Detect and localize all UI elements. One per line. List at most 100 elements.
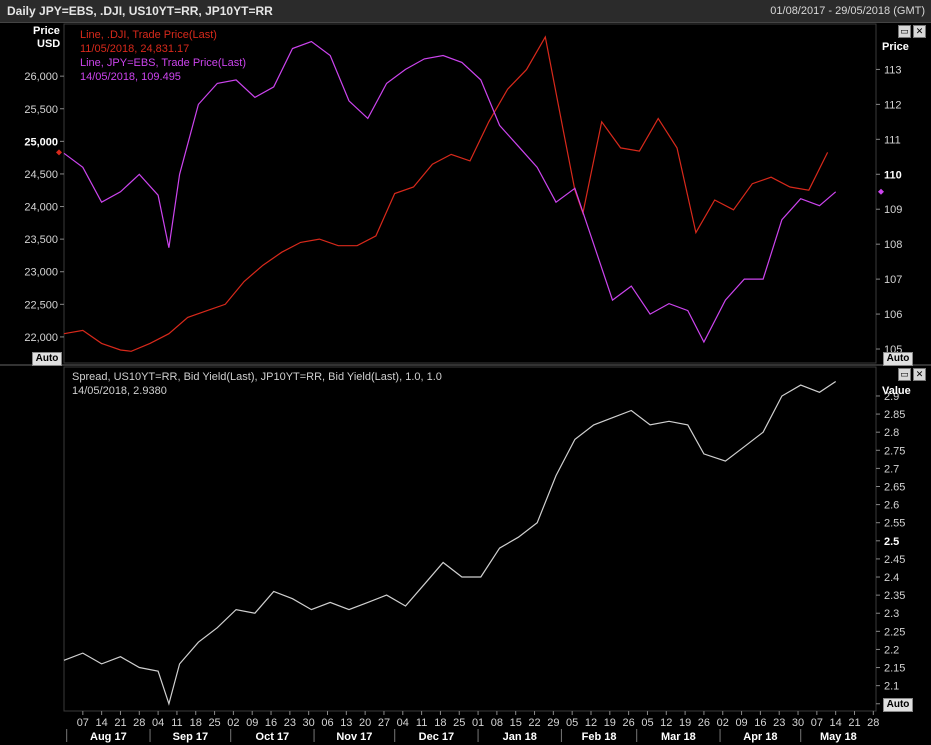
- value-tick-label: 2.5: [884, 536, 899, 548]
- day-tick-label: 07: [811, 717, 823, 729]
- month-label: Jan 18: [503, 731, 537, 743]
- day-tick-label: 01: [472, 717, 484, 729]
- right-tick-label: 113: [884, 64, 902, 76]
- day-tick-label: 02: [227, 717, 239, 729]
- day-tick-label: 19: [604, 717, 616, 729]
- value-tick-label: 2.6: [884, 500, 899, 512]
- legend-dji-label: Line, .DJI, Trade Price(Last): [80, 29, 217, 41]
- right-tick-label: 111: [884, 134, 901, 146]
- day-tick-label: 16: [265, 717, 277, 729]
- left-tick-label: 22,500: [24, 299, 58, 311]
- window-title: Daily JPY=EBS, .DJI, US10YT=RR, JP10YT=R…: [7, 4, 273, 18]
- value-tick-label: 2.45: [884, 554, 905, 566]
- legend-spread-value: 14/05/2018, 2.9380: [72, 385, 167, 397]
- value-tick-label: 2.4: [884, 572, 899, 584]
- value-tick-label: 2.55: [884, 518, 905, 530]
- day-tick-label: 14: [96, 717, 108, 729]
- day-tick-label: 07: [77, 717, 89, 729]
- left-tick-label: 25,500: [24, 104, 58, 116]
- day-tick-label: 06: [321, 717, 333, 729]
- value-tick-label: 2.25: [884, 626, 905, 638]
- value-tick-label: 2.1: [884, 681, 899, 693]
- day-tick-label: 27: [378, 717, 390, 729]
- day-tick-label: 02: [717, 717, 729, 729]
- legend-jpy-value: 14/05/2018, 109.495: [80, 71, 181, 83]
- value-tick-label: 2.3: [884, 608, 899, 620]
- top-close-button[interactable]: ✕: [913, 25, 926, 38]
- left-tick-label: 23,000: [24, 267, 58, 279]
- day-tick-label: 04: [397, 717, 409, 729]
- value-tick-label: 2.15: [884, 663, 905, 675]
- day-tick-label: 19: [679, 717, 691, 729]
- day-tick-label: 08: [491, 717, 503, 729]
- left-tick-label: 23,500: [24, 234, 58, 246]
- auto-scale-value-button[interactable]: Auto: [883, 698, 913, 712]
- day-tick-label: 05: [641, 717, 653, 729]
- day-tick-label: 14: [830, 717, 842, 729]
- x-axis: 07 14 21 28 04 11 18 25 02 09 16 23 30 06 13 20 27 04 11 18…: [66, 711, 879, 743]
- right-axis-title: Price: [882, 41, 909, 53]
- left-tick-label: 22,000: [24, 332, 58, 344]
- day-tick-label: 13: [340, 717, 352, 729]
- chart-frame: [0, 23, 931, 712]
- day-tick-label: 23: [773, 717, 785, 729]
- day-tick-label: 29: [547, 717, 559, 729]
- left-tick-label: 24,000: [24, 202, 58, 214]
- day-tick-label: 30: [792, 717, 804, 729]
- month-label: Sep 17: [173, 731, 208, 743]
- day-tick-label: 05: [566, 717, 578, 729]
- month-label: Dec 17: [419, 731, 454, 743]
- auto-scale-right-button[interactable]: Auto: [883, 352, 913, 366]
- right-tick-label: 109: [884, 204, 902, 216]
- right-tick-label: 108: [884, 239, 902, 251]
- value-tick-label: 2.35: [884, 590, 905, 602]
- top-axes: 22,000 22,500 23,000 23,500 24,000 24,500 25,0…: [24, 64, 902, 356]
- left-tick-label: 24,500: [24, 169, 58, 181]
- value-tick-label: 2.8: [884, 427, 899, 439]
- left-tick-label: 25,000: [24, 136, 58, 148]
- day-tick-label: 16: [754, 717, 766, 729]
- day-tick-label: 18: [190, 717, 202, 729]
- date-range[interactable]: 01/08/2017 - 29/05/2018 (GMT): [770, 5, 925, 17]
- auto-scale-left-button[interactable]: Auto: [32, 352, 62, 366]
- day-tick-label: 30: [303, 717, 315, 729]
- title-bar: Daily JPY=EBS, .DJI, US10YT=RR, JP10YT=R…: [0, 0, 931, 23]
- day-tick-label: 26: [698, 717, 710, 729]
- day-tick-label: 22: [528, 717, 540, 729]
- day-tick-label: 28: [133, 717, 145, 729]
- jpy-series-line-last-marker: [878, 188, 884, 195]
- right-tick-label: 107: [884, 274, 902, 286]
- series-layer: [56, 35, 884, 706]
- day-tick-label: 28: [867, 717, 879, 729]
- day-tick-label: 09: [246, 717, 258, 729]
- bottom-close-button[interactable]: ✕: [913, 368, 926, 381]
- day-tick-label: 21: [848, 717, 860, 729]
- value-tick-label: 2.7: [884, 463, 899, 475]
- right-tick-label: 110: [884, 169, 902, 181]
- top-plot-area: [63, 23, 877, 364]
- top-restore-button[interactable]: ▭: [898, 25, 911, 38]
- day-tick-label: 23: [284, 717, 296, 729]
- value-tick-label: 2.9: [884, 391, 899, 403]
- value-tick-label: 2.65: [884, 481, 905, 493]
- dji-series-line-last-marker: [56, 149, 62, 156]
- legend-jpy-label: Line, JPY=EBS, Trade Price(Last): [80, 57, 246, 69]
- right-tick-label: 112: [884, 99, 902, 111]
- month-label: May 18: [820, 731, 857, 743]
- day-tick-label: 11: [171, 717, 182, 729]
- right-tick-label: 106: [884, 309, 902, 321]
- bottom-axes: 2.052.12.152.22.252.32.352.42.452.52.552…: [876, 391, 905, 711]
- day-tick-label: 15: [510, 717, 522, 729]
- day-tick-label: 11: [416, 717, 427, 729]
- day-tick-label: 26: [623, 717, 635, 729]
- left-axis-title-line2: USD: [37, 38, 60, 50]
- legend-spread-label: Spread, US10YT=RR, Bid Yield(Last), JP10…: [72, 371, 442, 383]
- dji-series-line: [63, 35, 829, 352]
- bottom-restore-button[interactable]: ▭: [898, 368, 911, 381]
- bottom-plot-area: [63, 366, 877, 712]
- spread-series-line: [63, 381, 837, 706]
- month-label: Aug 17: [90, 731, 127, 743]
- month-label: Feb 18: [582, 731, 617, 743]
